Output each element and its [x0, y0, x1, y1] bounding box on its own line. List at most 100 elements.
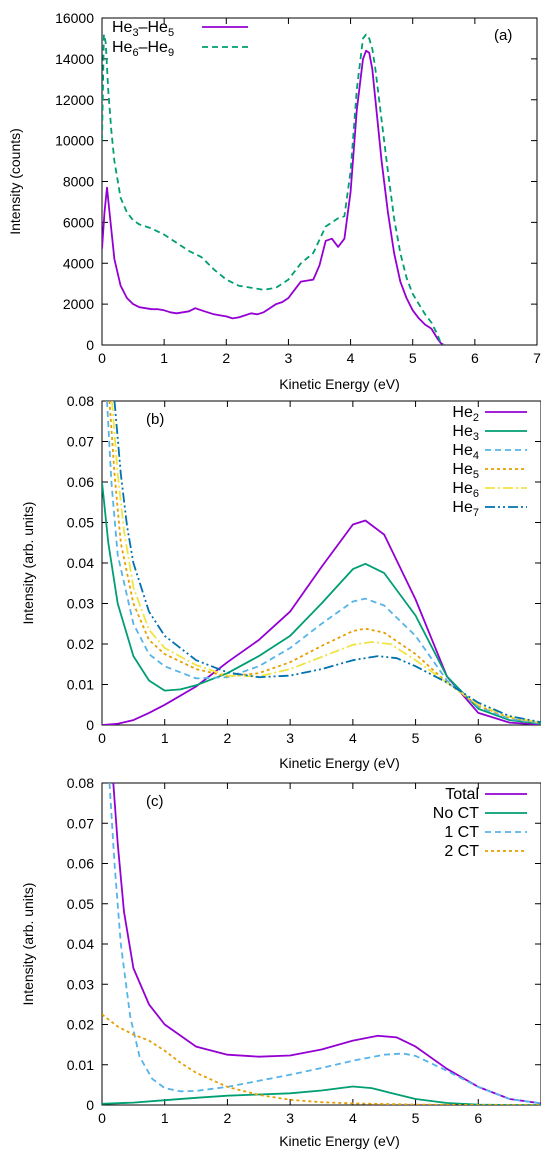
- legend-entry: No CT: [433, 805, 479, 822]
- y-tick-label: 16000: [55, 10, 94, 26]
- series-group: [102, 401, 541, 725]
- x-tick-label: 4: [349, 1110, 357, 1126]
- series-line-total: [112, 783, 541, 1105]
- legend-entry: He3–He5: [112, 19, 174, 39]
- legend-text-subscript: 4: [473, 450, 479, 462]
- x-tick-label: 0: [98, 350, 106, 366]
- series-line-1-ct: [108, 783, 541, 1105]
- y-tick-label: 0.05: [67, 896, 94, 912]
- series-line-he3-he5: [102, 49, 445, 345]
- legend-entry: 1 CT: [444, 824, 479, 841]
- y-tick-label: 0.04: [67, 555, 94, 571]
- x-tick-label: 2: [224, 1110, 232, 1126]
- x-tick-label: 4: [347, 350, 355, 366]
- x-tick-label: 4: [349, 730, 357, 746]
- x-tick-label: 6: [474, 730, 482, 746]
- panel-label: (b): [146, 411, 164, 428]
- y-tick-label: 2000: [63, 296, 94, 312]
- legend-text-subscript: 3: [473, 431, 479, 443]
- y-tick-label: 0.04: [67, 936, 94, 952]
- x-tick-label: 3: [285, 350, 293, 366]
- y-tick-label: 10000: [55, 133, 94, 149]
- y-tick-label: 0.06: [67, 856, 94, 872]
- y-tick-label: 0.02: [67, 1017, 94, 1033]
- x-axis-title: Kinetic Energy (eV): [279, 1133, 400, 1149]
- legend-entry: He6: [452, 480, 479, 500]
- legend-text-subscript: 7: [473, 507, 479, 519]
- series-line-no-ct: [102, 1085, 541, 1105]
- series-line-he3: [102, 481, 541, 725]
- legend-text-subscript: 9: [168, 47, 174, 59]
- x-tick-label: 1: [161, 730, 169, 746]
- y-tick-label: 0: [86, 337, 94, 353]
- series-line-he5: [108, 401, 541, 724]
- legend-text-subscript: 5: [168, 27, 174, 39]
- x-axis-title: Kinetic Energy (eV): [279, 755, 400, 771]
- legend-text-base: He: [112, 39, 133, 56]
- y-tick-label: 0: [86, 717, 94, 733]
- x-tick-label: 3: [286, 730, 294, 746]
- x-tick-label: 1: [161, 1110, 169, 1126]
- series-line-he4: [106, 401, 541, 725]
- series-group: [102, 33, 445, 345]
- y-axis-title: Intensity (arb. units): [20, 883, 36, 1006]
- x-tick-label: 5: [412, 730, 420, 746]
- legend-text-subscript: 2: [473, 412, 479, 424]
- legend-entry: He7: [452, 499, 479, 519]
- x-axis-title: Kinetic Energy (eV): [279, 376, 400, 392]
- legend-text-base: He: [452, 404, 473, 421]
- y-tick-label: 0.07: [67, 434, 94, 450]
- y-axis-title: Intensity (arb. units): [20, 502, 36, 625]
- legend-entry: 2 CT: [444, 843, 479, 860]
- legend-text-base: He: [452, 499, 473, 516]
- legend-text-base: He: [452, 480, 473, 497]
- x-tick-label: 6: [474, 1110, 482, 1126]
- y-tick-label: 0.03: [67, 976, 94, 992]
- panel-label: (a): [494, 27, 512, 44]
- legend-text-base: He: [112, 19, 133, 36]
- legend-entry: He4: [452, 442, 479, 462]
- y-tick-label: 8000: [63, 174, 94, 190]
- legend-text-subscript: 3: [132, 27, 138, 39]
- legend-entry: He2: [452, 404, 479, 424]
- y-tick-label: 0.05: [67, 515, 94, 531]
- legend-text-subscript: 6: [473, 488, 479, 500]
- y-tick-label: 0.06: [67, 474, 94, 490]
- y-axis-title: Intensity (counts): [7, 128, 23, 235]
- x-tick-label: 3: [286, 1110, 294, 1126]
- legend-text-base: He: [452, 442, 473, 459]
- chart-panel-3: 0 1 2 3 4 5 6 0 0.01 0.02 0.03 0.04 0.05 0.06 0.07 0.08…: [20, 775, 541, 1149]
- y-tick-label: 0.07: [67, 815, 94, 831]
- x-tick-label: 7: [533, 350, 541, 366]
- x-tick-label: 5: [412, 1110, 420, 1126]
- legend-text-base: No CT: [433, 805, 479, 822]
- y-tick-label: 0.03: [67, 596, 94, 612]
- legend-text-base: He: [452, 461, 473, 478]
- series-group: [102, 783, 541, 1105]
- y-tick-label: 0.02: [67, 636, 94, 652]
- y-tick-label: 0.01: [67, 1057, 94, 1073]
- x-tick-label: 0: [98, 1110, 106, 1126]
- y-tick-label: 0: [86, 1097, 94, 1113]
- x-tick-label: 6: [471, 350, 479, 366]
- legend-text-base: 1 CT: [444, 824, 479, 841]
- x-tick-label: 1: [160, 350, 168, 366]
- legend-entry: He6–He9: [112, 39, 174, 59]
- legend-text-base: 2 CT: [444, 843, 479, 860]
- x-tick-label: 2: [222, 350, 230, 366]
- series-line-he7: [113, 401, 541, 724]
- series-line-he6: [111, 401, 541, 724]
- y-tick-label: 12000: [55, 92, 94, 108]
- legend-text-base: Total: [445, 786, 479, 803]
- y-tick-label: 14000: [55, 51, 94, 67]
- legend-text-base: He: [452, 423, 473, 440]
- legend-text-subscript: 5: [473, 469, 479, 481]
- legend-text-middle: –He: [139, 39, 168, 56]
- x-tick-label: 2: [224, 730, 232, 746]
- chart-panel-2: 0 1 2 3 4 5 6 0 0.01 0.02 0.03 0.04 0.05 0.06 0.07 0.08…: [20, 393, 541, 771]
- y-tick-label: 4000: [63, 255, 94, 271]
- y-tick-label: 0.01: [67, 677, 94, 693]
- x-tick-label: 0: [98, 730, 106, 746]
- panel-label: (c): [146, 793, 164, 810]
